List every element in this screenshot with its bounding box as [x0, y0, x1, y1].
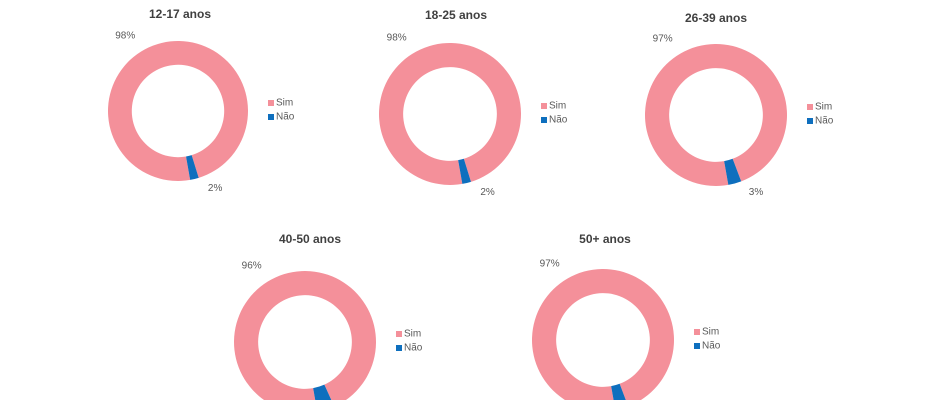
legend-swatch [541, 103, 547, 109]
legend-label: Sim [702, 327, 719, 338]
legend-swatch [807, 104, 813, 110]
legend-swatch [694, 343, 700, 349]
legend-swatch [268, 100, 274, 106]
donut-slice [108, 41, 249, 181]
donut-slice [645, 43, 787, 186]
legend-label: Não [549, 115, 568, 126]
value-label: 97% [653, 33, 673, 44]
legend-label: Não [815, 116, 834, 127]
value-label: 2% [480, 187, 495, 198]
legend-swatch [541, 117, 547, 123]
legend-label: Não [702, 341, 721, 352]
donut-slice [458, 158, 471, 184]
value-label: 3% [749, 187, 764, 198]
legend-swatch [268, 114, 274, 120]
chart-title: 12-17 anos [149, 7, 211, 21]
donut-slice [611, 383, 626, 400]
chart-title: 26-39 anos [685, 11, 747, 25]
donut-slice [186, 155, 199, 180]
legend-swatch [396, 345, 402, 351]
value-label: 97% [540, 258, 560, 269]
donut-slice [313, 384, 332, 400]
legend-label: Não [276, 112, 295, 123]
legend-swatch [694, 329, 700, 335]
donut-slice [234, 271, 376, 400]
chart-title: 50+ anos [579, 232, 631, 246]
donut-slice [724, 158, 742, 185]
legend-label: Sim [549, 101, 566, 112]
legend-label: Sim [276, 98, 293, 109]
legend-swatch [396, 331, 402, 337]
value-label: 98% [387, 32, 407, 43]
legend-label: Não [404, 343, 423, 354]
legend-swatch [807, 118, 813, 124]
value-label: 96% [242, 260, 262, 271]
legend-label: Sim [815, 102, 832, 113]
value-label: 2% [208, 183, 223, 194]
legend-label: Sim [404, 329, 421, 340]
donut-slice [378, 43, 521, 186]
donut-slice [532, 269, 674, 400]
chart-title: 40-50 anos [279, 232, 341, 246]
chart-title: 18-25 anos [425, 8, 487, 22]
value-label: 98% [115, 30, 135, 41]
